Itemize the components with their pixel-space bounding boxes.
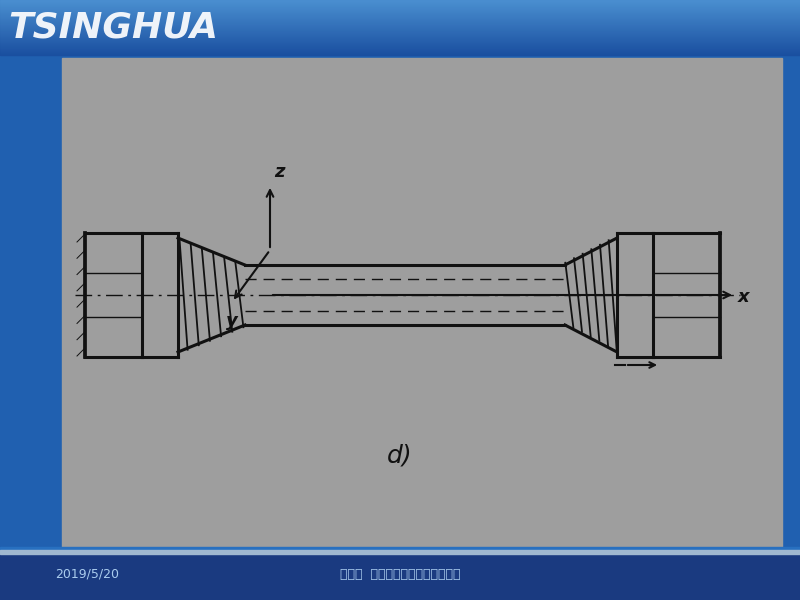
Bar: [0, 18, 800, 19]
Bar: [0, 41, 800, 42]
Bar: [0, 31, 800, 32]
Bar: [0, 40, 800, 41]
Bar: [0, 19, 800, 20]
Bar: [0, 33, 800, 34]
Bar: [0, 16, 800, 17]
Bar: [0, 6, 800, 7]
Bar: [0, 48, 800, 49]
Bar: [0, 54, 800, 55]
Bar: [0, 23, 800, 24]
Text: y: y: [226, 312, 238, 330]
Bar: [0, 13, 800, 14]
Bar: [0, 550, 800, 554]
Text: z: z: [274, 163, 285, 181]
Bar: [0, 3, 800, 4]
Bar: [0, 50, 800, 51]
Bar: [0, 27, 800, 28]
Bar: [0, 47, 800, 48]
Bar: [0, 4, 800, 5]
Bar: [0, 30, 800, 31]
Bar: [0, 17, 800, 18]
Bar: [0, 46, 800, 47]
Text: d): d): [387, 443, 413, 467]
Bar: [0, 15, 800, 16]
Bar: [0, 52, 800, 53]
Bar: [0, 22, 800, 23]
Bar: [0, 12, 800, 13]
Bar: [0, 5, 800, 6]
Bar: [0, 49, 800, 50]
Bar: [0, 548, 800, 600]
Bar: [0, 36, 800, 37]
Bar: [0, 0, 800, 1]
Bar: [0, 2, 800, 3]
Text: 杨继荣  机械制造技术基础教学课件: 杨继荣 机械制造技术基础教学课件: [340, 568, 460, 581]
Bar: [62, 58, 782, 548]
Bar: [0, 1, 800, 2]
Bar: [0, 43, 800, 44]
Bar: [0, 14, 800, 15]
Text: x: x: [738, 288, 750, 306]
Bar: [0, 39, 800, 40]
Bar: [0, 37, 800, 38]
Text: 2019/5/20: 2019/5/20: [55, 568, 119, 581]
Bar: [0, 24, 800, 25]
Bar: [0, 21, 800, 22]
Bar: [0, 44, 800, 45]
Bar: [0, 8, 800, 9]
Bar: [0, 51, 800, 52]
Bar: [0, 42, 800, 43]
Bar: [0, 35, 800, 36]
Bar: [0, 9, 800, 10]
Bar: [0, 29, 800, 30]
Bar: [0, 11, 800, 12]
Bar: [0, 53, 800, 54]
Text: TSINGHUA: TSINGHUA: [8, 11, 218, 45]
Bar: [0, 7, 800, 8]
Bar: [0, 26, 800, 27]
Bar: [0, 34, 800, 35]
Bar: [0, 25, 800, 26]
Bar: [0, 38, 800, 39]
Bar: [0, 32, 800, 33]
Bar: [0, 45, 800, 46]
Bar: [0, 547, 800, 550]
Bar: [0, 20, 800, 21]
Bar: [0, 28, 800, 29]
Bar: [0, 10, 800, 11]
